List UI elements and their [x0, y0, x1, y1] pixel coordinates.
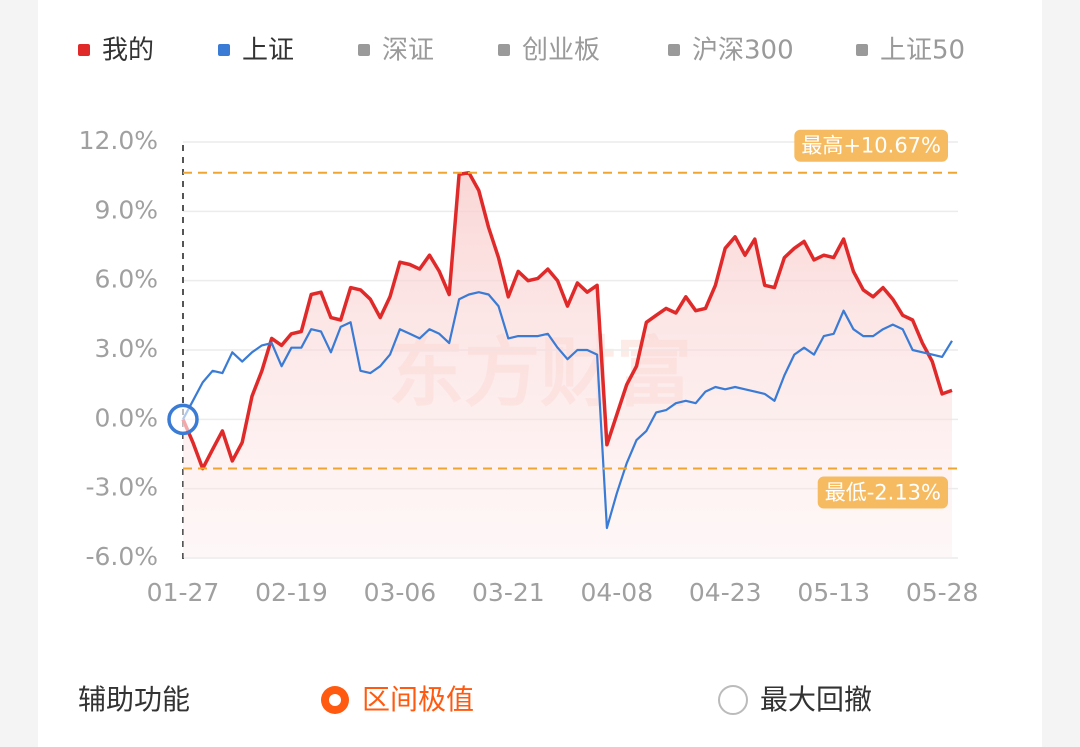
radio-label[interactable]: 区间极值	[362, 683, 474, 716]
badge-label: 最低-2.13%	[825, 481, 941, 505]
legend-swatch[interactable]	[358, 44, 370, 56]
y-tick-label: 3.0%	[94, 334, 158, 363]
legend-label[interactable]: 深证	[382, 36, 434, 66]
badge-bg	[817, 476, 948, 509]
radio-label[interactable]: 最大回撤	[760, 683, 872, 716]
legend-label[interactable]: 我的	[102, 36, 154, 66]
y-tick-label: -3.0%	[85, 473, 158, 502]
radio[interactable]	[718, 685, 748, 715]
legend-swatch[interactable]	[78, 44, 90, 56]
line	[181, 170, 953, 471]
legend-swatch[interactable]	[668, 44, 680, 56]
y-tick-label: 6.0%	[94, 265, 158, 294]
legend-label[interactable]: 上证50	[880, 36, 965, 66]
y-tick-label: 12.0%	[79, 126, 158, 155]
x-tick-label: 02-19	[255, 578, 328, 607]
controls-title: 辅助功能	[78, 683, 190, 716]
extreme-badge: 最高+10.67%	[794, 129, 948, 162]
badge-bg	[794, 129, 948, 162]
line	[182, 291, 953, 530]
legend-swatch[interactable]	[856, 44, 868, 56]
legend-label[interactable]: 创业板	[522, 36, 600, 66]
legend-swatch[interactable]	[218, 44, 230, 56]
x-tick-label: 05-28	[906, 578, 979, 607]
legend-label[interactable]: 上证	[242, 36, 294, 66]
badge-label: 最高+10.67%	[801, 134, 941, 158]
extreme-badge: 最低-2.13%	[817, 476, 948, 509]
start-marker	[167, 403, 199, 436]
radio-dot[interactable]	[329, 694, 341, 706]
legend-swatch[interactable]	[498, 44, 510, 56]
x-tick-label: 04-23	[689, 578, 762, 607]
x-tick-label: 04-08	[580, 578, 653, 607]
legend-label[interactable]: 沪深300	[692, 36, 794, 66]
plot: 东方财富-6.0%-3.0%0.0%3.0%6.0%9.0%12.0%01-27…	[79, 126, 979, 607]
x-tick-label: 03-21	[472, 578, 545, 607]
y-tick-label: 0.0%	[94, 403, 158, 432]
y-tick-label: 9.0%	[94, 195, 158, 224]
x-tick-label: 05-13	[797, 578, 870, 607]
x-tick-label: 01-27	[147, 578, 220, 607]
x-tick-label: 03-06	[364, 578, 437, 607]
legend: 我的 上证 深证 创业板 沪深300 上证50	[78, 36, 965, 66]
y-tick-label: -6.0%	[85, 542, 158, 571]
controls: 辅助功能 区间极值 最大回撤	[78, 683, 872, 716]
